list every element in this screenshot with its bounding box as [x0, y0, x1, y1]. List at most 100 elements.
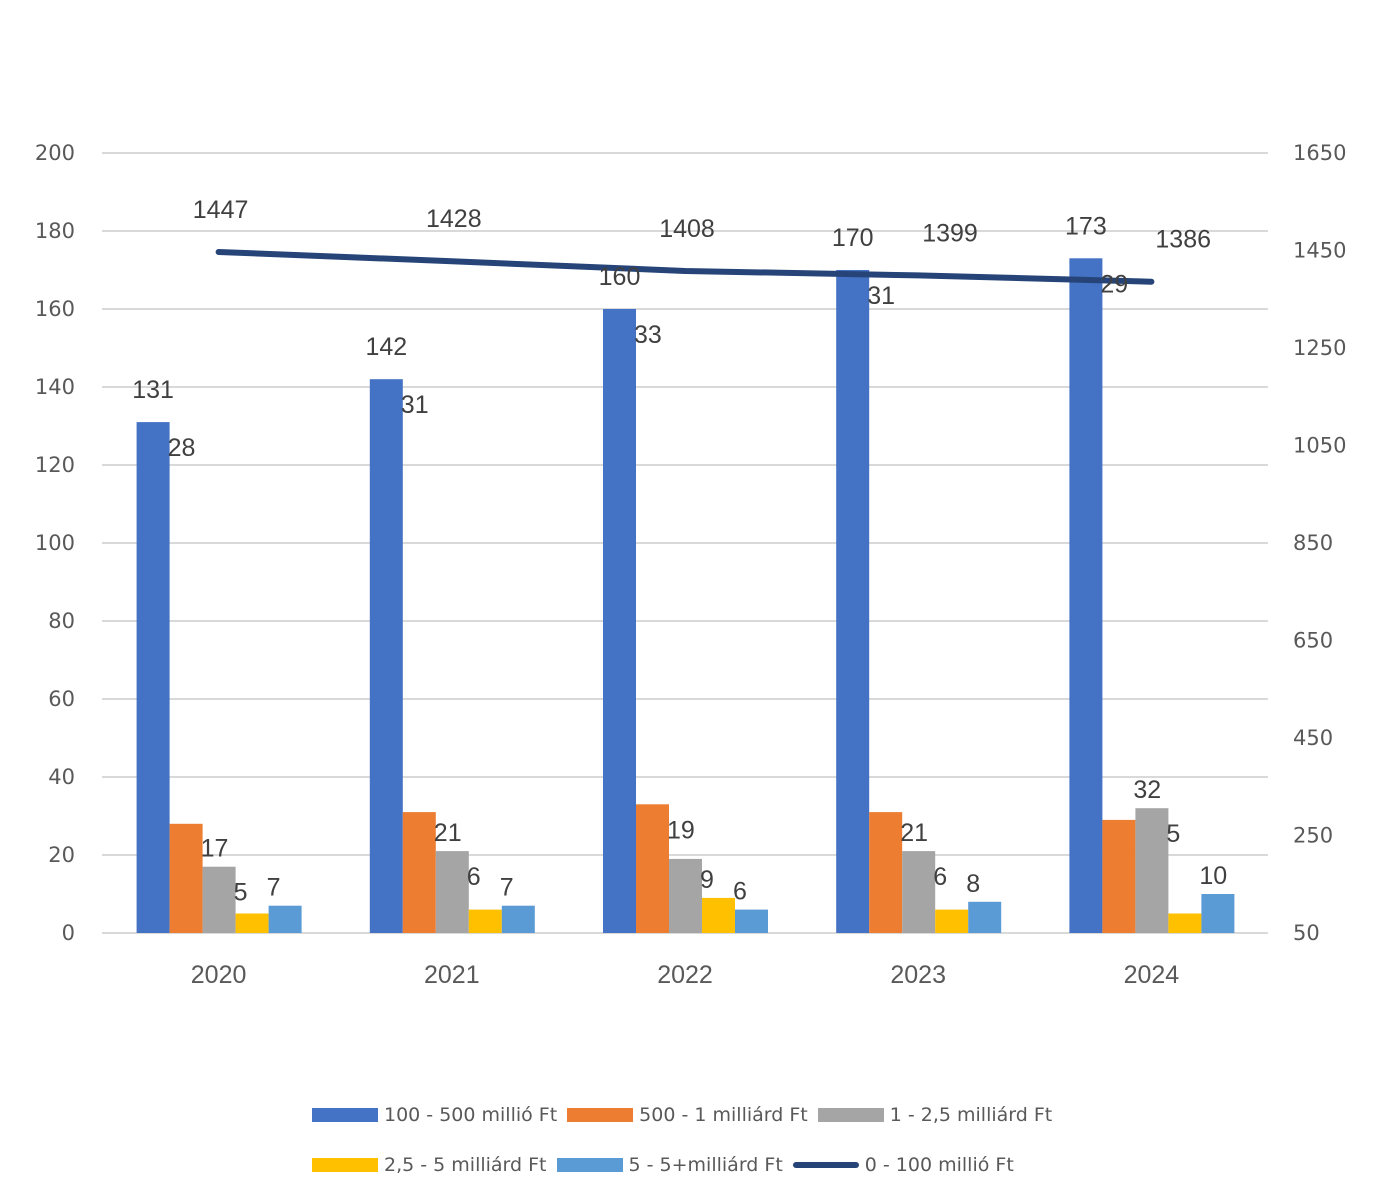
- legend-label: 1 - 2,5 milliárd Ft: [889, 1104, 1053, 1126]
- legend-swatch: [817, 1108, 884, 1122]
- x-tick-label: 2021: [424, 961, 480, 989]
- legend-swatch: [312, 1158, 378, 1172]
- legend-swatch: [567, 1108, 634, 1122]
- legend-label: 5 - 5+milliárd Ft: [628, 1154, 783, 1176]
- bar-data-label: 10: [1199, 862, 1227, 890]
- bar-data-label: 160: [599, 263, 641, 291]
- legend-label: 100 - 500 millió Ft: [384, 1104, 558, 1126]
- bar: [968, 901, 1002, 933]
- y-tick-label: 20: [48, 843, 75, 867]
- bar-data-label: 8: [966, 870, 980, 898]
- y2-tick-label: 250: [1293, 824, 1333, 848]
- x-tick-label: 2023: [890, 961, 946, 989]
- line-data-label: 1428: [426, 205, 482, 233]
- bar-data-label: 9: [700, 866, 714, 894]
- legend-item: 0 - 100 millió Ft: [792, 1154, 1014, 1176]
- y-axis-left: 0 20 40 60 80 100 120 140 160 180 200: [35, 141, 75, 945]
- y-tick-label: 40: [48, 765, 75, 789]
- legend-item: 100 - 500 millió Ft: [312, 1104, 557, 1126]
- bar-data-label: 142: [365, 333, 407, 361]
- y-tick-label: 160: [35, 297, 75, 321]
- bar: [202, 866, 236, 933]
- x-tick-label: 2022: [657, 961, 713, 989]
- bar: [1168, 913, 1202, 933]
- bar: [1102, 819, 1136, 933]
- y-tick-label: 0: [62, 921, 75, 945]
- bar-data-label: 5: [1166, 820, 1180, 848]
- bar-data-label: 6: [467, 863, 481, 891]
- bar-data-label: 21: [434, 819, 462, 847]
- y2-tick-label: 450: [1293, 726, 1333, 750]
- bar-data-label: 6: [933, 863, 947, 891]
- bar-data-label: 19: [667, 816, 695, 844]
- x-tick-label: 2024: [1124, 961, 1180, 989]
- y-tick-label: 60: [48, 687, 75, 711]
- bar: [402, 812, 436, 933]
- bar: [869, 812, 903, 933]
- x-axis: 2020 2021 2022 2023 2024: [191, 961, 1180, 989]
- bar: [369, 379, 403, 933]
- legend-label: 0 - 100 millió Ft: [864, 1154, 1014, 1176]
- y-tick-label: 200: [35, 141, 75, 165]
- legend-swatch: [556, 1158, 623, 1172]
- bar: [836, 270, 870, 933]
- bar-data-label: 31: [401, 391, 429, 419]
- line-data-label: 1408: [659, 215, 715, 243]
- bar-data-label: 6: [733, 878, 747, 906]
- legend-item: 5 - 5+milliárd Ft: [556, 1154, 783, 1176]
- bar: [669, 858, 702, 933]
- bar-data-label: 29: [1100, 270, 1128, 298]
- legend: 100 - 500 millió Ft 500 - 1 milliárd Ft 1 …: [0, 1090, 1385, 1190]
- bar: [1135, 808, 1169, 933]
- bar: [268, 905, 302, 933]
- bars: [136, 258, 1235, 933]
- y2-tick-label: 1450: [1293, 239, 1346, 263]
- chart: 0 20 40 60 80 100 120 140 160 180 200 50 250 450 650 8…: [35, 141, 1347, 989]
- bar: [501, 905, 535, 933]
- bar: [902, 851, 936, 933]
- bar-data-label: 170: [832, 224, 874, 252]
- legend-item: 500 - 1 milliárd Ft: [567, 1104, 808, 1126]
- y-tick-label: 140: [35, 375, 75, 399]
- bar: [1069, 258, 1103, 933]
- bar-data-label: 7: [500, 874, 514, 902]
- legend-row: 100 - 500 millió Ft 500 - 1 milliárd Ft 1 …: [0, 1090, 1385, 1140]
- bar-data-label: 131: [132, 376, 174, 404]
- y-axis-right: 50 250 450 650 850 1050 1250 1450 1650: [1293, 141, 1346, 945]
- bar: [702, 897, 735, 933]
- bar-data-label: 7: [267, 874, 281, 902]
- bar: [1201, 894, 1235, 933]
- bar: [636, 804, 669, 933]
- legend-label: 500 - 1 milliárd Ft: [639, 1104, 808, 1126]
- y2-tick-label: 1250: [1293, 336, 1346, 360]
- legend-item: 1 - 2,5 milliárd Ft: [817, 1104, 1053, 1126]
- y2-tick-label: 50: [1293, 921, 1320, 945]
- bar-data-label: 21: [900, 819, 928, 847]
- bar: [169, 823, 203, 933]
- y-tick-label: 180: [35, 219, 75, 243]
- bar: [735, 909, 768, 933]
- line-data-label: 1386: [1155, 226, 1211, 254]
- gridlines: [102, 152, 1268, 934]
- bar: [468, 909, 502, 933]
- line-data-label: 1447: [193, 196, 249, 224]
- line-series: [215, 248, 1155, 285]
- y2-tick-label: 1050: [1293, 434, 1346, 458]
- bar-data-label: 173: [1065, 212, 1107, 240]
- x-tick-label: 2020: [191, 961, 247, 989]
- bar-data-label: 28: [168, 434, 196, 462]
- bar: [603, 309, 636, 933]
- legend-line-swatch: [792, 1162, 859, 1168]
- bar-data-label: 31: [867, 282, 895, 310]
- y2-tick-label: 850: [1293, 531, 1333, 555]
- legend-item: 2,5 - 5 milliárd Ft: [312, 1154, 547, 1176]
- bar-data-label: 5: [234, 879, 248, 907]
- bar-data-label: 32: [1133, 776, 1161, 804]
- line-data-label: 1399: [922, 219, 978, 247]
- legend-row: 2,5 - 5 milliárd Ft 5 - 5+milliárd Ft 0 - …: [0, 1140, 1385, 1190]
- bar-data-label: 17: [201, 835, 229, 863]
- y-tick-label: 80: [48, 609, 75, 633]
- bar: [136, 422, 170, 933]
- bar: [235, 913, 269, 933]
